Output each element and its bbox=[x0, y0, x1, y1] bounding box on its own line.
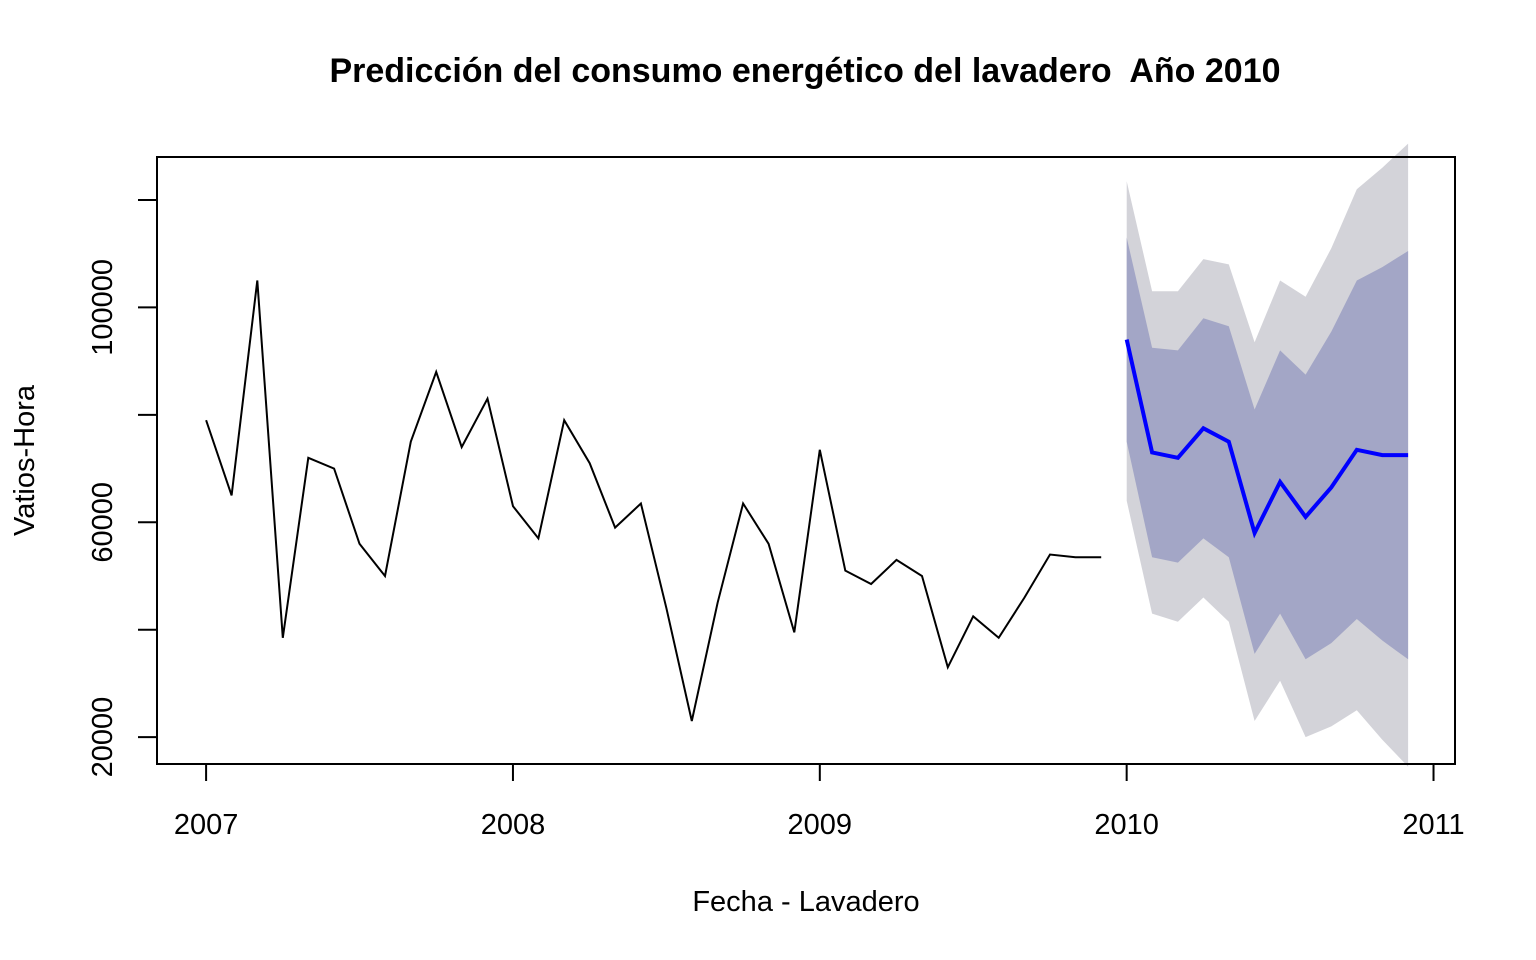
x-tick-label: 2008 bbox=[481, 809, 546, 841]
x-axis: 2007 2008 2009 2010 2011 bbox=[174, 763, 1465, 841]
y-axis: 20000 60000 100000 bbox=[87, 198, 158, 778]
x-tick-label: 2010 bbox=[1094, 809, 1159, 841]
forecast-series bbox=[1124, 339, 1409, 539]
x-tick-label: 2007 bbox=[174, 809, 239, 841]
x-axis-title: Fecha - Lavadero bbox=[692, 886, 919, 918]
y-tick-label: 20000 bbox=[87, 697, 119, 778]
x-tick-label: 2009 bbox=[788, 809, 853, 841]
x-tick-label: 2011 bbox=[1402, 809, 1464, 841]
chart-title: Predicción del consumo energético del la… bbox=[329, 52, 1281, 90]
forecast-line bbox=[1124, 339, 1409, 539]
y-tick-label: 60000 bbox=[87, 482, 119, 563]
observed-series bbox=[205, 280, 1102, 722]
interval-80-band bbox=[1126, 237, 1409, 660]
observed-line bbox=[205, 280, 1102, 722]
prediction-interval-80 bbox=[1126, 237, 1409, 660]
y-axis-title: Vatios-Hora bbox=[9, 384, 41, 536]
y-tick-label: 100000 bbox=[87, 259, 119, 356]
